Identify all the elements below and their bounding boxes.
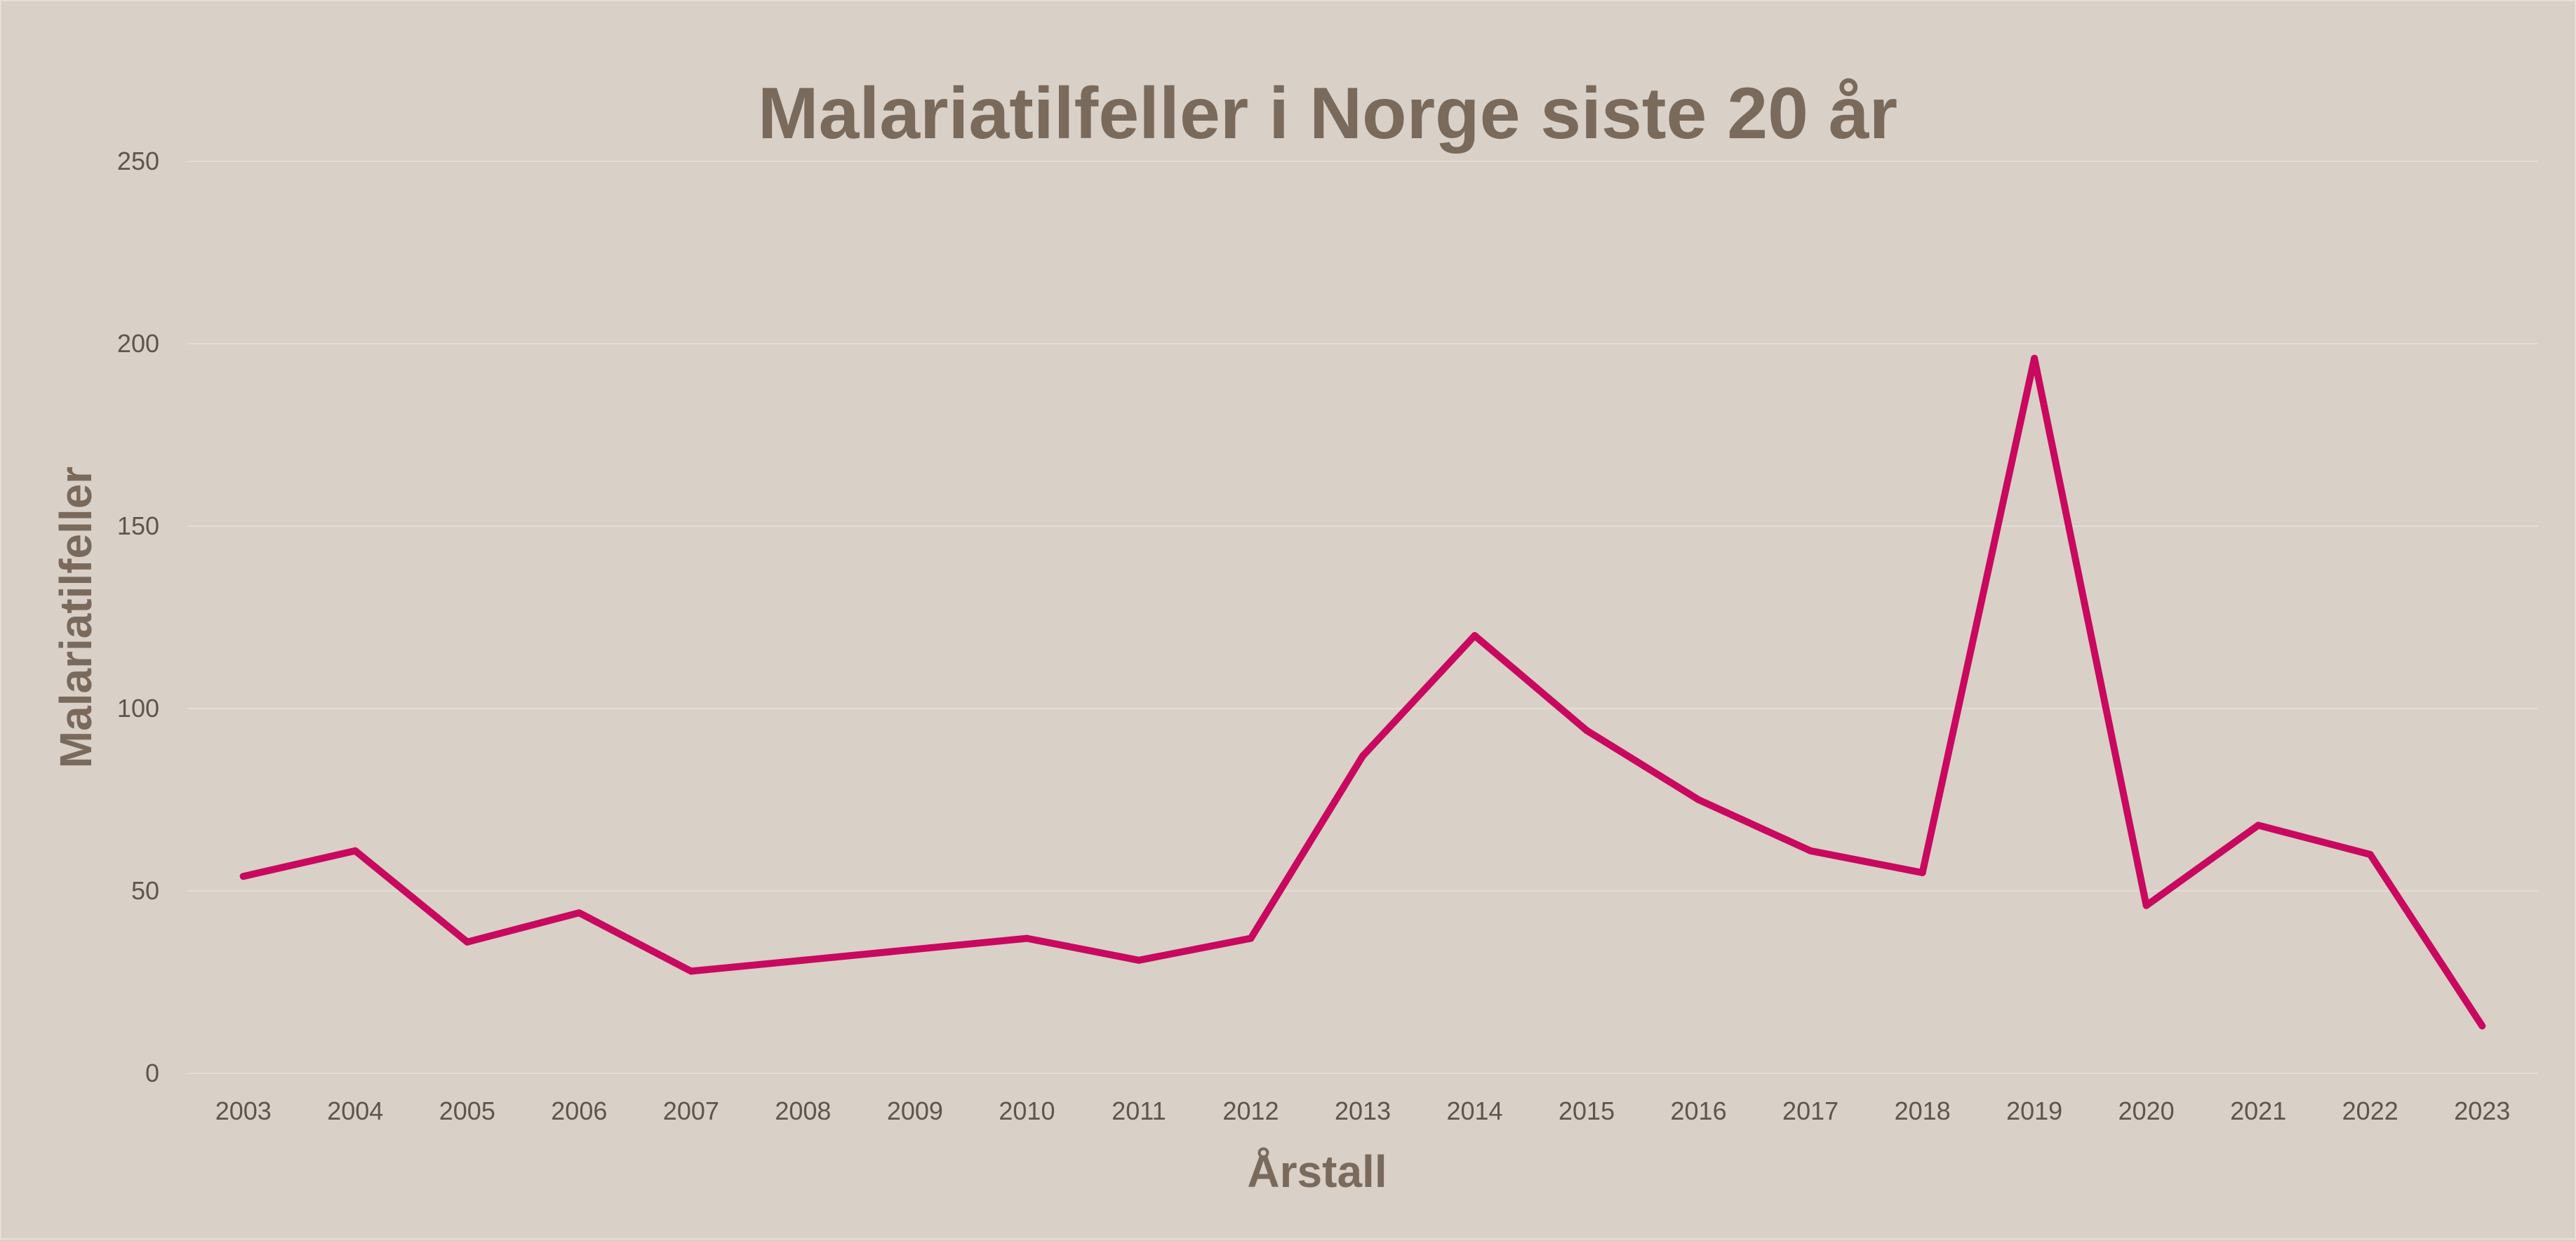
x-tick-label: 2006 <box>551 1096 607 1125</box>
series-line-0 <box>239 354 2486 1030</box>
data-point <box>352 847 359 854</box>
y-tick-label: 150 <box>117 511 159 540</box>
x-tick-label: 2013 <box>1335 1096 1391 1125</box>
x-tick-label: 2019 <box>2006 1096 2062 1125</box>
x-tick-label: 2016 <box>1671 1096 1727 1125</box>
gridlines <box>187 161 2538 1074</box>
data-point <box>1918 869 1926 876</box>
y-axis-title: Malariatilfeller <box>51 467 101 768</box>
x-tick-label: 2023 <box>2454 1096 2510 1125</box>
y-axis-ticks: 0 50 100 150 200 250 <box>117 147 159 1087</box>
x-tick-label: 2003 <box>215 1096 272 1125</box>
data-point <box>1247 934 1255 942</box>
data-point <box>799 956 807 964</box>
y-tick-label: 250 <box>117 147 159 175</box>
x-tick-label: 2009 <box>887 1096 943 1125</box>
y-tick-label: 200 <box>117 329 159 358</box>
data-point <box>1135 956 1142 964</box>
x-tick-label: 2004 <box>327 1096 383 1125</box>
data-point <box>1023 934 1031 942</box>
x-tick-label: 2020 <box>2118 1096 2175 1125</box>
y-tick-label: 100 <box>117 694 159 723</box>
x-tick-label: 2017 <box>1782 1096 1838 1125</box>
series-layer <box>239 354 2486 1030</box>
x-axis-title: Årstall <box>1247 1146 1387 1197</box>
data-point <box>463 938 471 946</box>
y-tick-label: 0 <box>145 1059 159 1087</box>
x-tick-label: 2005 <box>439 1096 495 1125</box>
data-point <box>687 967 695 975</box>
x-tick-label: 2012 <box>1222 1096 1279 1125</box>
x-tick-label: 2021 <box>2230 1096 2286 1125</box>
x-tick-label: 2007 <box>663 1096 719 1125</box>
data-point <box>1583 727 1591 734</box>
data-point <box>2031 354 2038 362</box>
x-tick-label: 2010 <box>999 1096 1055 1125</box>
y-tick-label: 50 <box>131 876 159 905</box>
x-axis-ticks: 2003 2004 2005 2006 2007 2008 2009 2010 2011 2012… <box>215 1096 2511 1125</box>
data-point <box>1471 632 1479 639</box>
data-point <box>1695 796 1702 803</box>
chart-title: Malariatilfeller i Norge siste 20 år <box>758 73 1897 154</box>
x-tick-label: 2014 <box>1446 1096 1502 1125</box>
data-point <box>1359 752 1366 760</box>
data-point <box>575 909 583 917</box>
data-point <box>911 946 919 953</box>
x-tick-label: 2015 <box>1559 1096 1615 1125</box>
data-point <box>2255 821 2262 829</box>
data-point <box>2478 1022 2486 1030</box>
x-tick-label: 2008 <box>775 1096 831 1125</box>
x-tick-label: 2022 <box>2342 1096 2398 1125</box>
data-point <box>1807 847 1815 854</box>
x-tick-label: 2011 <box>1112 1096 1166 1125</box>
data-point <box>2366 851 2374 858</box>
x-tick-label: 2018 <box>1895 1096 1951 1125</box>
data-point <box>2142 901 2150 909</box>
data-point <box>239 873 247 880</box>
